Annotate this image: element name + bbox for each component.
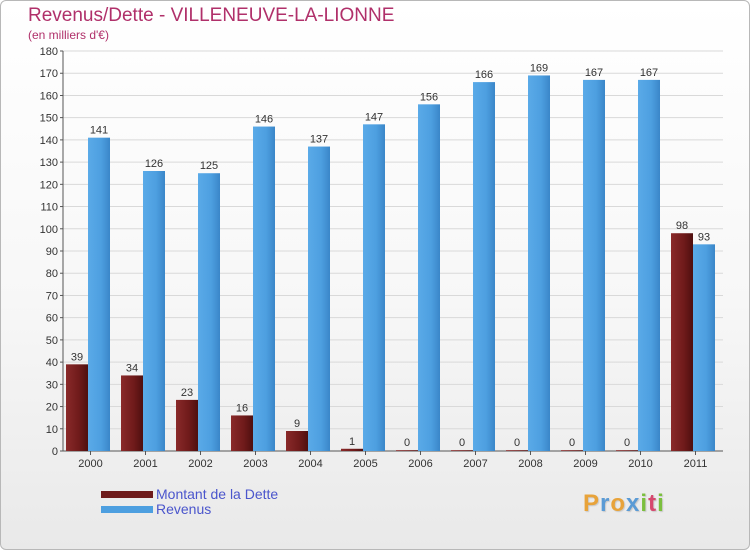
y-tick-label: 40 [46, 357, 58, 369]
bar-dette [66, 364, 88, 451]
bar-dette [396, 450, 418, 451]
x-tick-label: 2003 [243, 458, 267, 470]
bar-revenus [308, 146, 330, 452]
value-label: 0 [459, 437, 465, 449]
logo-letter: r [600, 490, 611, 517]
proxiti-logo: Proxiti [583, 490, 665, 518]
value-label: 167 [585, 67, 603, 79]
axes: 0102030405060708090100110120130140150160… [40, 46, 723, 470]
bar-dette [671, 233, 693, 451]
chart-unit-label: (en milliers d'€) [28, 28, 109, 42]
value-labels: 39 141 34 126 23 125 16 146 9 137 1 147 0 156 0 166 0 169… [71, 62, 710, 449]
legend-label-dette: Montant de la Dette [156, 486, 279, 502]
logo-letter: t [648, 490, 658, 517]
y-tick-label: 150 [40, 113, 58, 125]
bar-dette [341, 448, 363, 451]
y-tick-label: 60 [46, 313, 58, 325]
y-tick-label: 90 [46, 246, 58, 258]
bar-dette [121, 375, 143, 451]
y-tick-label: 70 [46, 290, 58, 302]
value-label: 146 [255, 114, 273, 126]
bar-dette [286, 431, 308, 451]
value-label: 147 [365, 111, 383, 123]
value-label: 34 [126, 362, 138, 374]
y-tick-label: 100 [40, 224, 58, 236]
value-label: 169 [530, 62, 548, 74]
value-label: 137 [310, 134, 328, 146]
value-label: 141 [90, 125, 108, 137]
bars [66, 75, 715, 452]
legend-label-revenus: Revenus [156, 501, 212, 517]
y-tick-label: 80 [46, 268, 58, 280]
bar-revenus [473, 82, 495, 451]
x-tick-label: 2006 [408, 458, 432, 470]
logo-letter: o [610, 490, 627, 517]
logo-letter: i [640, 490, 649, 517]
y-tick-label: 20 [46, 402, 58, 414]
x-tick-label: 2010 [628, 458, 652, 470]
x-tick-label: 2002 [188, 458, 212, 470]
bar-revenus [638, 79, 660, 451]
bar-dette [451, 450, 473, 451]
x-tick-label: 2000 [78, 458, 102, 470]
y-tick-label: 110 [40, 202, 58, 214]
value-label: 23 [181, 387, 193, 399]
grid [63, 50, 723, 452]
y-tick-label: 10 [46, 424, 58, 436]
legend-swatch-revenus [101, 506, 153, 513]
x-tick-label: 2009 [573, 458, 597, 470]
legend-swatch-dette [101, 491, 153, 498]
x-tick-label: 2007 [463, 458, 487, 470]
x-tick-label: 2001 [133, 458, 157, 470]
y-tick-label: 30 [46, 379, 58, 391]
value-label: 0 [514, 437, 520, 449]
value-label: 0 [624, 437, 630, 449]
bar-dette [561, 450, 583, 451]
y-tick-label: 130 [40, 157, 58, 169]
y-tick-label: 50 [46, 335, 58, 347]
value-label: 16 [236, 402, 248, 414]
bar-dette [616, 450, 638, 451]
value-label: 0 [404, 437, 410, 449]
x-tick-label: 2004 [298, 458, 322, 470]
value-label: 9 [294, 418, 300, 430]
value-label: 167 [640, 67, 658, 79]
value-label: 156 [420, 91, 438, 103]
y-tick-label: 0 [52, 446, 58, 458]
y-tick-label: 120 [40, 179, 58, 191]
bar-revenus [253, 126, 275, 452]
bar-dette [506, 450, 528, 451]
x-tick-label: 2005 [353, 458, 377, 470]
value-label: 39 [71, 351, 83, 363]
value-label: 93 [698, 231, 710, 243]
bar-revenus [88, 137, 110, 451]
value-label: 126 [145, 158, 163, 170]
bar-revenus [583, 79, 605, 451]
bar-revenus [363, 124, 385, 451]
y-tick-label: 180 [40, 46, 58, 58]
value-label: 125 [200, 160, 218, 172]
bar-dette [176, 399, 198, 451]
bar-revenus [528, 75, 550, 451]
y-tick-label: 140 [40, 135, 58, 147]
x-tick-label: 2011 [684, 458, 708, 470]
chart-title: Revenus/Dette - VILLENEUVE-LA-LIONNE [28, 5, 395, 26]
value-label: 166 [475, 69, 493, 81]
x-tick-label: 2008 [518, 458, 542, 470]
y-tick-label: 170 [40, 68, 58, 80]
value-label: 1 [349, 436, 355, 448]
logo-letter: i [657, 490, 665, 517]
bar-revenus [198, 173, 220, 451]
logo-letter: x [626, 490, 641, 517]
bar-dette [231, 415, 253, 451]
bar-revenus [418, 104, 440, 451]
bar-revenus [693, 244, 715, 451]
y-tick-label: 160 [40, 90, 58, 102]
bar-revenus [143, 171, 165, 451]
logo-letter: P [583, 490, 601, 517]
value-label: 0 [569, 437, 575, 449]
value-label: 98 [676, 220, 688, 232]
